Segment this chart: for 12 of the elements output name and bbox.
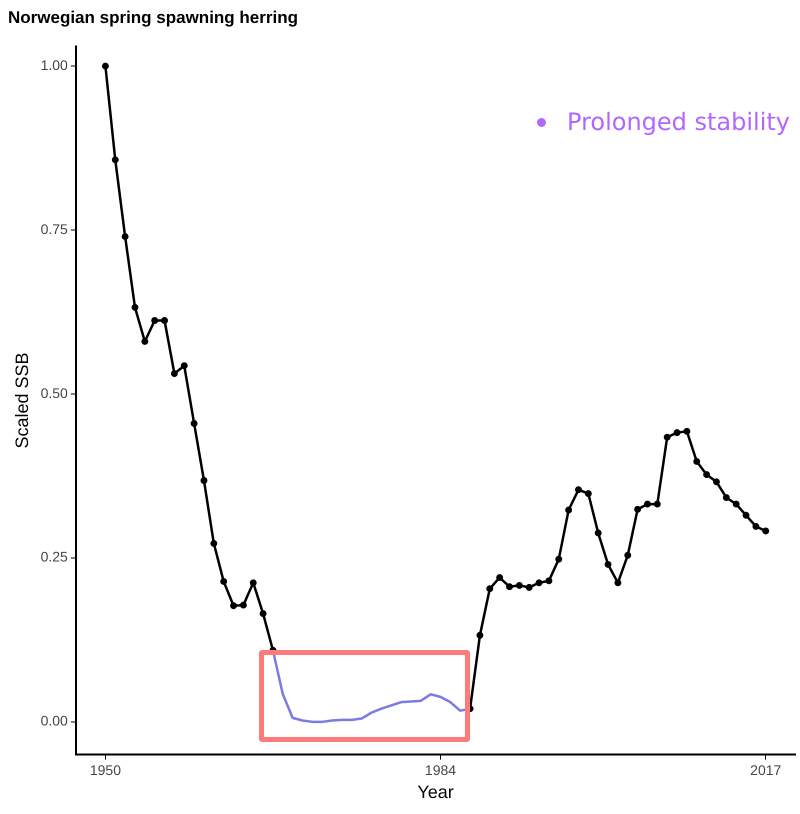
x-axis-title: Year: [417, 782, 454, 802]
x-tick-label: 1950: [90, 762, 122, 778]
annotation: Prolonged stability: [567, 108, 790, 136]
y-tick-label: 0.25: [40, 548, 68, 565]
chart-title: Norwegian spring spawning herring: [8, 8, 298, 27]
y-axis-title: Scaled SSB: [12, 352, 32, 449]
y-tick-label: 0.75: [40, 220, 68, 237]
x-tick-label: 1984: [424, 762, 456, 778]
y-tick-label: 1.00: [40, 56, 68, 73]
y-tick-label: 0.00: [40, 712, 68, 729]
x-tick-label: 2017: [750, 762, 782, 778]
y-tick-label: 0.50: [40, 384, 68, 401]
